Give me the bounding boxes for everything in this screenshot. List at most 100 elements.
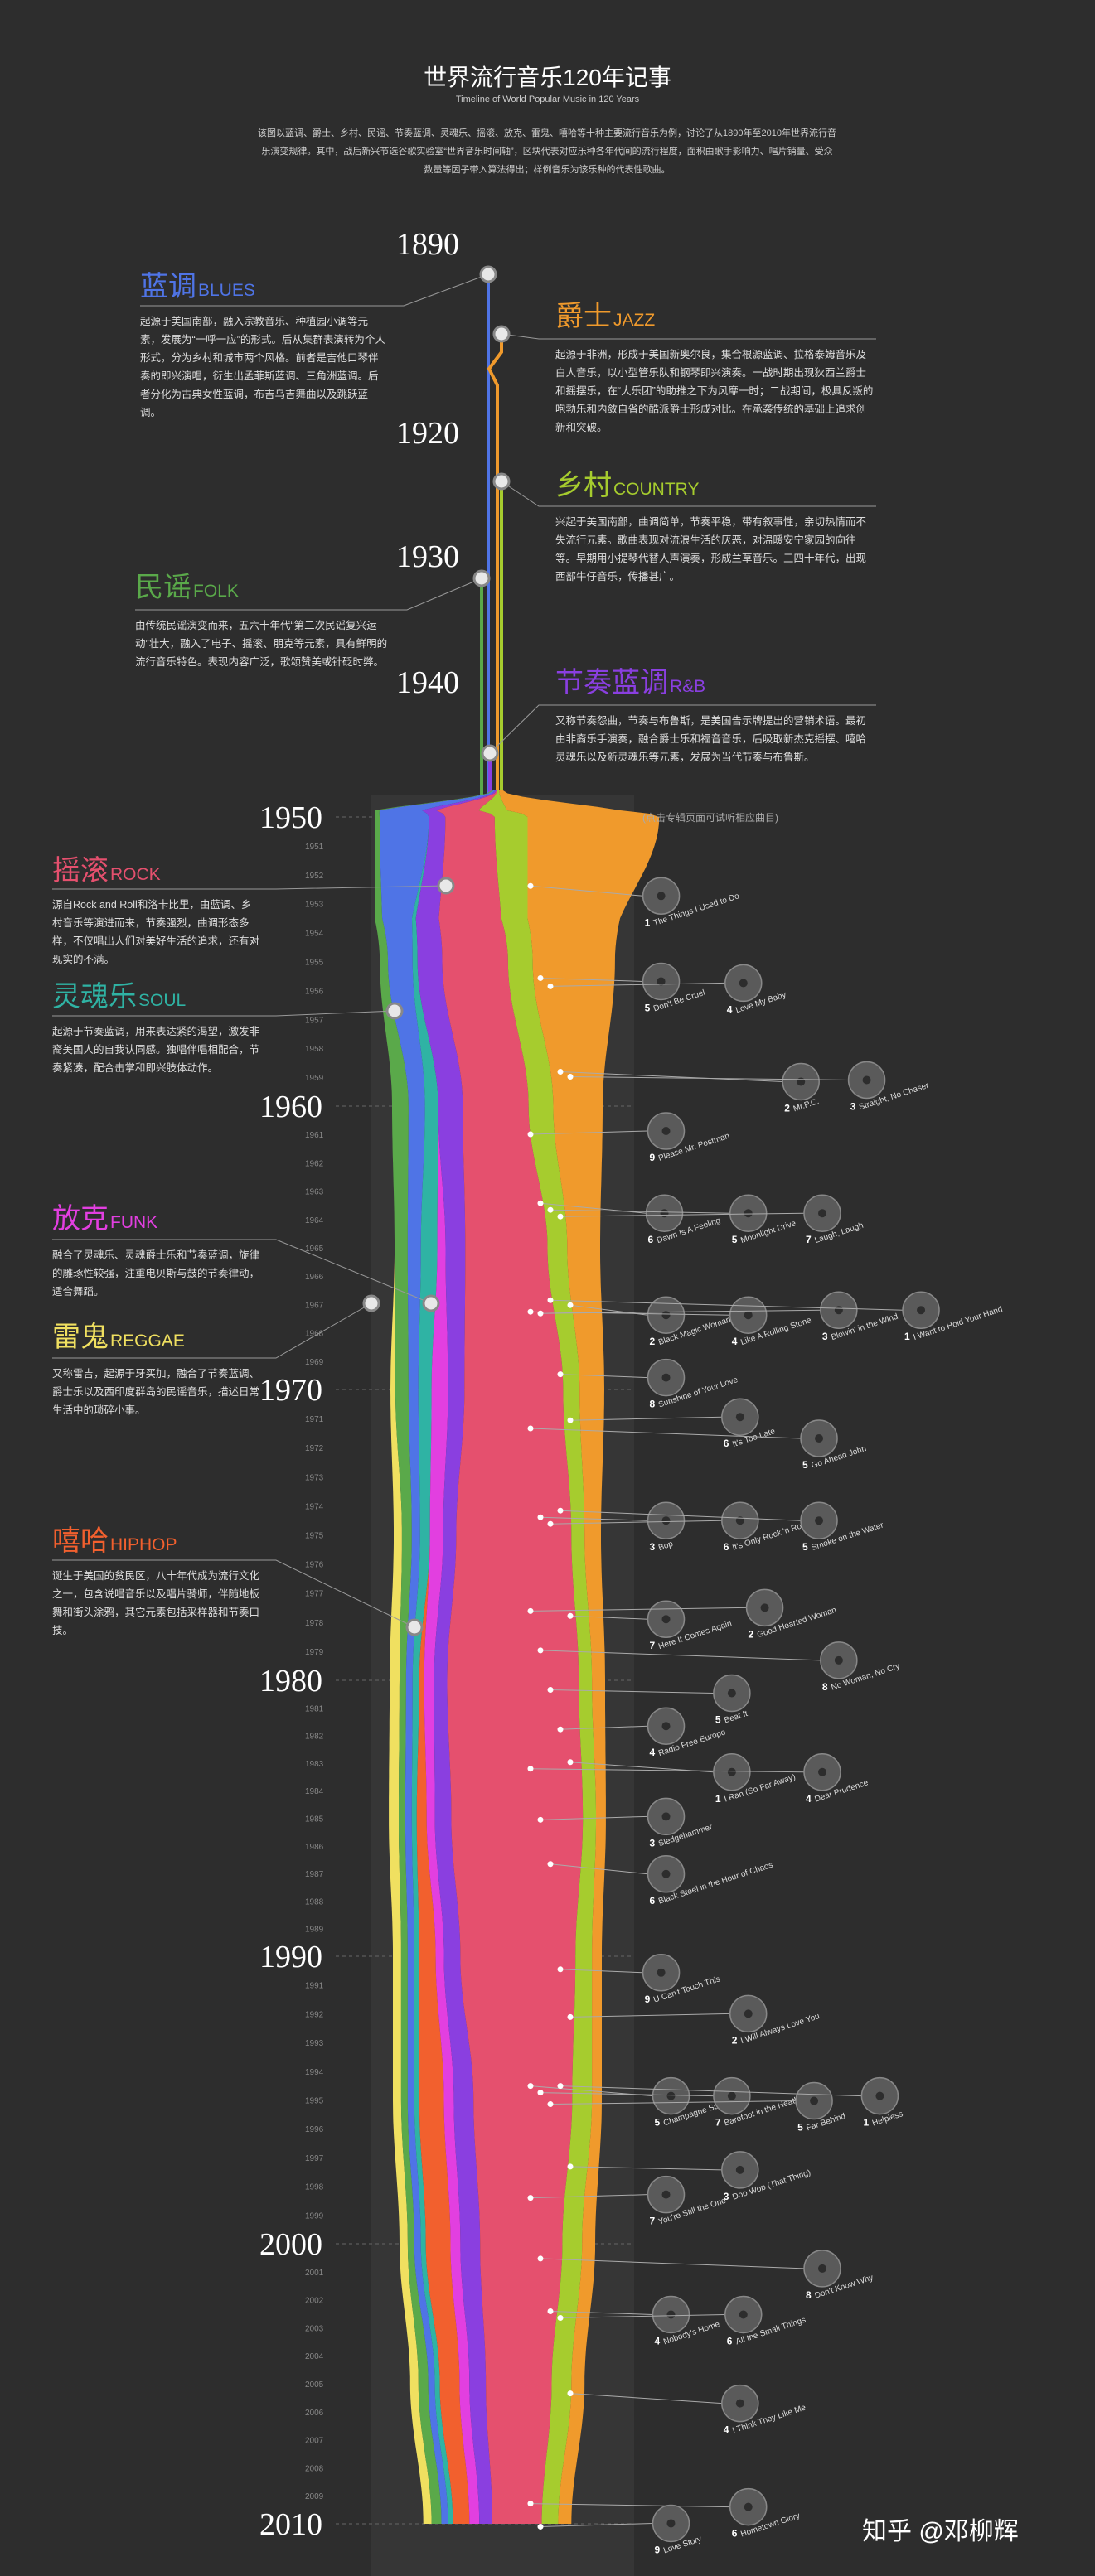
album-center[interactable] bbox=[666, 2091, 676, 2100]
album[interactable]: 1 Helpless bbox=[860, 2076, 904, 2129]
album-number[interactable]: 4 bbox=[724, 2424, 729, 2436]
album-number[interactable]: 9 bbox=[645, 1994, 651, 2005]
album-center[interactable] bbox=[744, 1209, 753, 1218]
album-title[interactable]: Beat It bbox=[723, 1709, 749, 1725]
album-number[interactable]: 5 bbox=[732, 1234, 738, 1245]
album-center[interactable] bbox=[661, 1373, 671, 1382]
album-center[interactable] bbox=[815, 1516, 824, 1525]
album-number[interactable]: 6 bbox=[724, 1541, 729, 1553]
album-center[interactable] bbox=[661, 1615, 671, 1624]
album-center[interactable] bbox=[735, 2165, 744, 2174]
album[interactable]: 6 It's Only Rock 'n Roll bbox=[721, 1501, 807, 1553]
album-number[interactable]: 8 bbox=[650, 1399, 656, 1410]
album-number[interactable]: 7 bbox=[715, 2117, 721, 2129]
album[interactable]: 4 Like A Rolling Stone bbox=[729, 1296, 813, 1347]
album-center[interactable] bbox=[834, 1655, 843, 1665]
album[interactable]: 3 Sledgehammer bbox=[647, 1797, 715, 1849]
album-center[interactable] bbox=[657, 1968, 666, 1977]
album[interactable]: 5 Don't Be Cruel bbox=[642, 962, 706, 1013]
album-number[interactable]: 4 bbox=[654, 2335, 660, 2346]
album[interactable]: 1 The Things I Used to Do bbox=[642, 877, 741, 928]
album-number[interactable]: 6 bbox=[648, 1234, 654, 1245]
album[interactable]: 3 Straight, No Chaser bbox=[847, 1061, 931, 1112]
album[interactable]: 3 Blowin' in the Wind bbox=[820, 1291, 899, 1342]
album[interactable]: 8 Sunshine of Your Love bbox=[647, 1358, 740, 1410]
album-center[interactable] bbox=[797, 1077, 806, 1086]
album-center[interactable] bbox=[661, 2190, 671, 2199]
album[interactable]: 5 Beat It bbox=[713, 1674, 751, 1726]
album-center[interactable] bbox=[661, 1126, 671, 1135]
album-center[interactable] bbox=[661, 1722, 671, 1731]
album-center[interactable] bbox=[661, 1812, 671, 1821]
album-number[interactable]: 4 bbox=[806, 1793, 812, 1805]
album-number[interactable]: 2 bbox=[749, 1628, 754, 1640]
album-number[interactable]: 3 bbox=[724, 2191, 729, 2202]
album-number[interactable]: 9 bbox=[650, 1152, 656, 1163]
album-number[interactable]: 7 bbox=[650, 1640, 656, 1651]
album-number[interactable]: 5 bbox=[654, 2117, 660, 2129]
album-center[interactable] bbox=[735, 2399, 744, 2408]
album-center[interactable] bbox=[666, 2310, 676, 2319]
album[interactable]: 9 Love Story bbox=[652, 2504, 703, 2555]
album[interactable]: 4 Dear Prudence bbox=[803, 1753, 870, 1805]
album[interactable]: 4 Nobody's Home bbox=[652, 2295, 721, 2346]
album-center[interactable] bbox=[735, 1413, 744, 1422]
album-center[interactable] bbox=[810, 2096, 819, 2105]
album-center[interactable] bbox=[760, 1603, 769, 1612]
album-number[interactable]: 1 bbox=[863, 2117, 869, 2129]
album-number[interactable]: 3 bbox=[650, 1541, 656, 1553]
album-center[interactable] bbox=[875, 2091, 884, 2100]
album-number[interactable]: 7 bbox=[650, 2216, 656, 2227]
album-center[interactable] bbox=[739, 979, 748, 988]
album-number[interactable]: 8 bbox=[806, 2289, 812, 2301]
album[interactable]: 5 Smoke on the Water bbox=[800, 1501, 885, 1553]
album-number[interactable]: 3 bbox=[650, 1837, 656, 1849]
album[interactable]: 8 No Woman, No Cry bbox=[820, 1641, 901, 1693]
album-number[interactable]: 5 bbox=[802, 1459, 808, 1471]
album-center[interactable] bbox=[744, 2009, 753, 2018]
album-number[interactable]: 5 bbox=[645, 1002, 651, 1013]
album[interactable]: 6 It's Too Late bbox=[721, 1398, 777, 1449]
album-number[interactable]: 2 bbox=[650, 1336, 656, 1347]
album[interactable]: 9 Please Mr. Postman bbox=[647, 1112, 731, 1163]
album-center[interactable] bbox=[727, 1689, 736, 1698]
album-number[interactable]: 6 bbox=[650, 1895, 656, 1907]
album-number[interactable]: 2 bbox=[732, 2034, 738, 2046]
album-number[interactable]: 5 bbox=[802, 1541, 808, 1553]
album-number[interactable]: 4 bbox=[727, 1003, 733, 1015]
album[interactable]: 7 You're Still the One bbox=[647, 2175, 728, 2227]
album-number[interactable]: 3 bbox=[850, 1100, 856, 1112]
album-center[interactable] bbox=[660, 1209, 669, 1218]
album-center[interactable] bbox=[661, 1516, 671, 1525]
album[interactable]: 5 Far Behind bbox=[795, 2081, 847, 2134]
album-center[interactable] bbox=[818, 1767, 826, 1776]
album-number[interactable]: 9 bbox=[654, 2544, 660, 2555]
album[interactable]: 3 Doo Wop (That Thing) bbox=[721, 2151, 812, 2202]
album[interactable]: 2 Mr.P.C. bbox=[782, 1062, 821, 1114]
album[interactable]: 8 Don't Know Why bbox=[803, 2250, 875, 2301]
album-center[interactable] bbox=[818, 1209, 826, 1218]
album-number[interactable]: 8 bbox=[822, 1681, 828, 1693]
album-number[interactable]: 4 bbox=[650, 1747, 656, 1758]
album-number[interactable]: 3 bbox=[822, 1331, 828, 1342]
album-center[interactable] bbox=[661, 1869, 671, 1878]
album-number[interactable]: 1 bbox=[904, 1331, 910, 1342]
album[interactable]: 5 Moonlight Drive bbox=[729, 1194, 797, 1245]
album[interactable]: 4 Love My Baby bbox=[724, 964, 787, 1015]
album-center[interactable] bbox=[834, 1306, 843, 1315]
album-center[interactable] bbox=[727, 1767, 736, 1776]
album-center[interactable] bbox=[661, 1311, 671, 1320]
album-number[interactable]: 2 bbox=[784, 1102, 790, 1114]
album-number[interactable]: 4 bbox=[732, 1336, 738, 1347]
album-number[interactable]: 6 bbox=[724, 1438, 729, 1449]
album[interactable]: 7 Laugh, Laugh bbox=[803, 1194, 865, 1245]
album-center[interactable] bbox=[917, 1306, 926, 1315]
album[interactable]: 6 All the Small Things bbox=[724, 2295, 807, 2346]
album[interactable]: 6 Hometown Glory bbox=[729, 2487, 802, 2540]
album-number[interactable]: 5 bbox=[797, 2122, 803, 2134]
